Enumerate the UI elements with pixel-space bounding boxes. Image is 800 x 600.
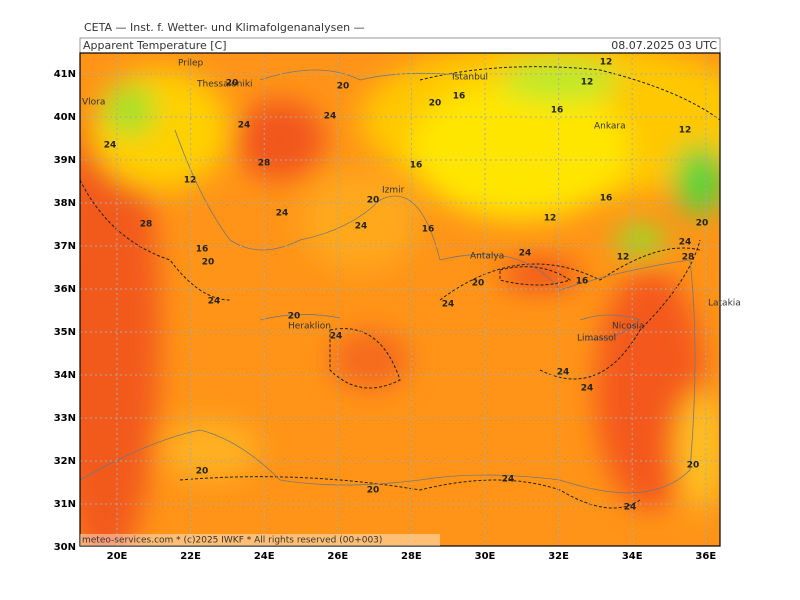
- frame: [79, 52, 721, 547]
- footer: meteo-services.com * (c)2025 IWKF * All …: [82, 536, 382, 546]
- city-label: Istanbul: [452, 73, 488, 83]
- lon-label: 36E: [695, 551, 716, 562]
- footer-box: [80, 534, 440, 546]
- contour-label: 24: [355, 222, 368, 232]
- contour-label: 16: [410, 161, 423, 171]
- contour-label: 28: [258, 159, 271, 169]
- city-label: Ankara: [594, 122, 626, 132]
- lon-label: 34E: [622, 551, 643, 562]
- contour-label: 16: [576, 277, 589, 287]
- lon-label: 24E: [254, 551, 275, 562]
- contour-label: 16: [422, 225, 435, 235]
- city-label: Limassol: [577, 334, 616, 344]
- lat-label: 36N: [54, 284, 76, 295]
- contour-label: 12: [617, 253, 630, 263]
- contour-label: 24: [324, 112, 337, 122]
- lon-label: 30E: [475, 551, 496, 562]
- lat-label: 38N: [54, 198, 76, 209]
- lon-label: 22E: [180, 551, 201, 562]
- lon-label: 20E: [107, 551, 128, 562]
- contour-label: 24: [519, 249, 532, 259]
- contour-label: 20: [202, 258, 215, 268]
- city-label: Thessaloniki: [196, 80, 253, 90]
- contour-label: 24: [442, 300, 455, 310]
- source: CETA — Inst. f. Wetter- und Klimafolgena…: [84, 21, 365, 34]
- lat-label: 39N: [54, 155, 76, 166]
- lon-label: 32E: [548, 551, 569, 562]
- lat-label: 31N: [54, 499, 76, 510]
- lat-label: 41N: [54, 69, 76, 80]
- contour-label: 24: [679, 238, 692, 248]
- contour-label: 16: [600, 194, 613, 204]
- contour-label: 24: [330, 332, 343, 342]
- contour-label: 24: [276, 209, 289, 219]
- city-label: Izmir: [382, 186, 405, 196]
- time: 08.07.2025 03 UTC: [611, 39, 717, 52]
- city-label: Latakia: [708, 299, 741, 309]
- city-label: Prilep: [178, 59, 204, 69]
- contour-label: 12: [581, 78, 594, 88]
- contour-label: 20: [367, 486, 380, 496]
- contour-label: 20: [196, 467, 209, 477]
- title: Apparent Temperature [C]: [83, 39, 227, 52]
- lat-label: 30N: [54, 542, 76, 553]
- contour-label: 20: [696, 219, 709, 229]
- contour-label: 24: [502, 475, 515, 485]
- city-label: Nicosia: [612, 322, 644, 332]
- lat-label: 32N: [54, 456, 76, 467]
- city-label: Antalya: [470, 252, 504, 262]
- contour-label: 24: [238, 121, 251, 131]
- contour-label: 16: [196, 245, 209, 255]
- field: [80, 53, 720, 546]
- contour-label: 20: [472, 279, 485, 289]
- lon-label: 26E: [327, 551, 348, 562]
- contour-label: 12: [544, 214, 557, 224]
- city-label: Heraklion: [288, 322, 331, 332]
- contour-label: 20: [367, 196, 380, 206]
- contour-label: 12: [184, 176, 197, 186]
- contour-label: 28: [682, 253, 695, 263]
- contour-label: 20: [226, 79, 239, 89]
- contour-label: 24: [557, 368, 570, 378]
- contour-label: 16: [551, 106, 564, 116]
- contour-label: 20: [429, 99, 442, 109]
- contour-label: 24: [624, 503, 637, 513]
- contour-label: 24: [208, 297, 221, 307]
- city-label: Vlora: [82, 98, 105, 108]
- contour-label: 20: [288, 312, 301, 322]
- lat-label: 37N: [54, 241, 76, 252]
- contour-label: 20: [687, 461, 700, 471]
- lat-label: 40N: [54, 112, 76, 123]
- lon-label: 28E: [401, 551, 422, 562]
- contour-label: 16: [453, 92, 466, 102]
- contour-label: 24: [581, 384, 594, 394]
- contour-label: 20: [337, 82, 350, 92]
- lat-label: 34N: [54, 370, 76, 381]
- lat-label: 33N: [54, 413, 76, 424]
- lat-label: 35N: [54, 327, 76, 338]
- contour-label: 12: [600, 58, 613, 68]
- contour-label: 24: [104, 141, 117, 151]
- contour-label: 28: [140, 220, 153, 230]
- contour-label: 12: [679, 126, 692, 136]
